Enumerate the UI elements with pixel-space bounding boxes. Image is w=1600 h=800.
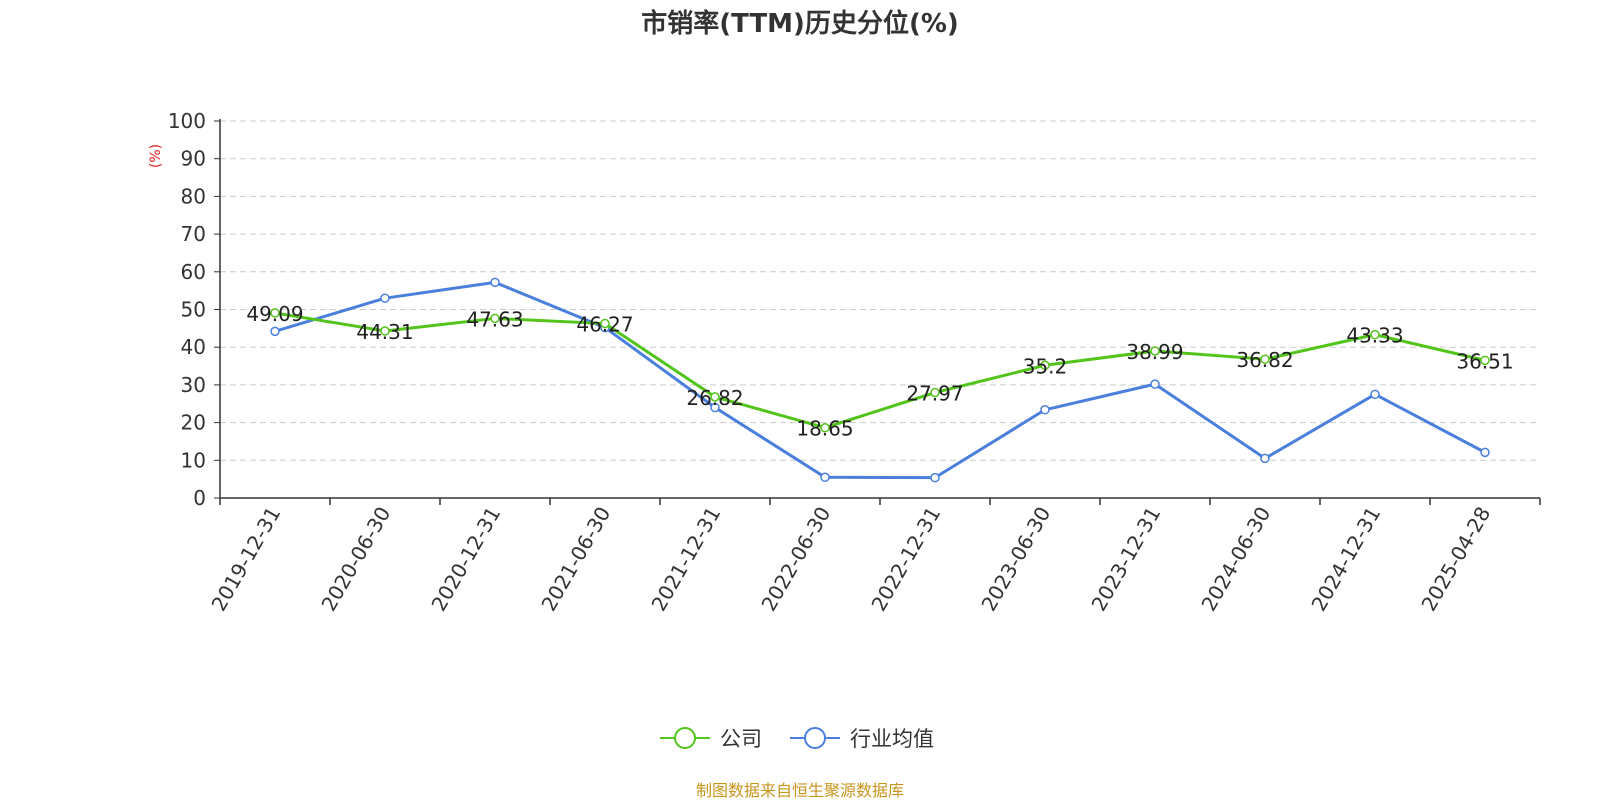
data-point[interactable]	[1040, 360, 1050, 371]
data-point[interactable]	[820, 472, 830, 483]
data-point[interactable]	[490, 277, 500, 288]
legend-label: 公司	[720, 727, 762, 751]
axes: 0 10 20 30 40 50 60 70 80 90 100 2019-12-31 2020-06-…	[168, 109, 1541, 616]
series-layer	[270, 277, 1490, 483]
data-point[interactable]	[1040, 405, 1050, 415]
data-point[interactable]	[1480, 355, 1490, 366]
y-tick-label: 10	[181, 448, 206, 472]
series-line-1	[274, 280, 1486, 480]
data-label: 49.09	[246, 302, 303, 326]
data-point[interactable]	[490, 313, 500, 324]
y-tick-label: 80	[181, 184, 206, 208]
data-label: 44.31	[356, 320, 413, 344]
y-tick-label: 0	[193, 486, 206, 510]
x-tick-label: 2024-06-30	[1196, 503, 1275, 616]
data-point[interactable]	[1150, 379, 1160, 389]
x-tick-label: 2022-06-30	[756, 503, 835, 616]
y-tick-label: 30	[181, 373, 206, 397]
data-point[interactable]	[270, 308, 280, 318]
y-tick-label: 90	[181, 147, 206, 171]
data-point[interactable]	[1260, 354, 1270, 364]
data-point[interactable]	[820, 422, 830, 433]
data-label: 36.82	[1236, 348, 1293, 372]
chart-title: 市销率(TTM)历史分位(%)	[641, 8, 959, 39]
x-tick-label: 2024-12-31	[1306, 503, 1385, 616]
x-tick-label: 2019-12-31	[206, 503, 285, 616]
data-point[interactable]	[1480, 447, 1490, 458]
data-point[interactable]	[380, 326, 390, 336]
data-label: 36.51	[1456, 349, 1513, 373]
data-point[interactable]	[1370, 329, 1380, 340]
data-point[interactable]	[1150, 346, 1160, 356]
data-point[interactable]	[1260, 453, 1270, 464]
data-point[interactable]	[600, 318, 610, 329]
data-label: 26.82	[686, 386, 743, 410]
data-label: 46.27	[576, 313, 633, 337]
data-label: 18.65	[796, 417, 853, 441]
source-text: 制图数据来自恒生聚源数据库	[696, 781, 904, 800]
data-label: 43.33	[1346, 324, 1403, 348]
x-tick-label: 2023-12-31	[1086, 503, 1165, 616]
legend[interactable]: 公司 行业均值	[660, 727, 934, 751]
x-tick-label: 2021-12-31	[646, 503, 725, 616]
data-label: 38.99	[1126, 340, 1183, 364]
data-point[interactable]	[930, 472, 940, 483]
data-label: 27.97	[906, 382, 963, 406]
data-label: 35.2	[1023, 354, 1068, 378]
data-labels: 49.09 44.31 47.63 46.27 26.82 18.65 27.97 35.2 3…	[246, 302, 1513, 441]
y-tick-label: 50	[181, 298, 206, 322]
legend-marker	[674, 727, 696, 749]
x-tick-label: 2025-04-28	[1416, 503, 1495, 616]
data-label: 47.63	[466, 307, 523, 331]
data-point[interactable]	[270, 326, 280, 337]
x-tick-label: 2023-06-30	[976, 503, 1055, 616]
data-point[interactable]	[930, 387, 940, 398]
data-point[interactable]	[380, 293, 390, 303]
legend-label: 行业均值	[850, 727, 934, 751]
grid-lines	[220, 120, 1540, 461]
series-line-0	[274, 311, 1486, 430]
y-tick-label: 40	[181, 335, 206, 359]
x-tick-label: 2021-06-30	[536, 503, 615, 616]
y-axis-label: (%)	[148, 144, 164, 168]
data-point[interactable]	[1370, 389, 1380, 400]
x-tick-label: 2022-12-31	[866, 503, 945, 616]
legend-marker	[804, 727, 826, 749]
data-point[interactable]	[710, 402, 720, 413]
y-tick-label: 60	[181, 260, 206, 284]
y-tick-label: 100	[168, 109, 206, 133]
x-tick-label: 2020-06-30	[316, 503, 395, 616]
y-tick-label: 20	[181, 411, 206, 435]
legend-item-0[interactable]: 公司	[660, 727, 762, 751]
legend-item-1[interactable]: 行业均值	[790, 727, 934, 751]
y-tick-label: 70	[181, 222, 206, 246]
data-point[interactable]	[710, 392, 720, 402]
x-tick-label: 2020-12-31	[426, 503, 505, 616]
